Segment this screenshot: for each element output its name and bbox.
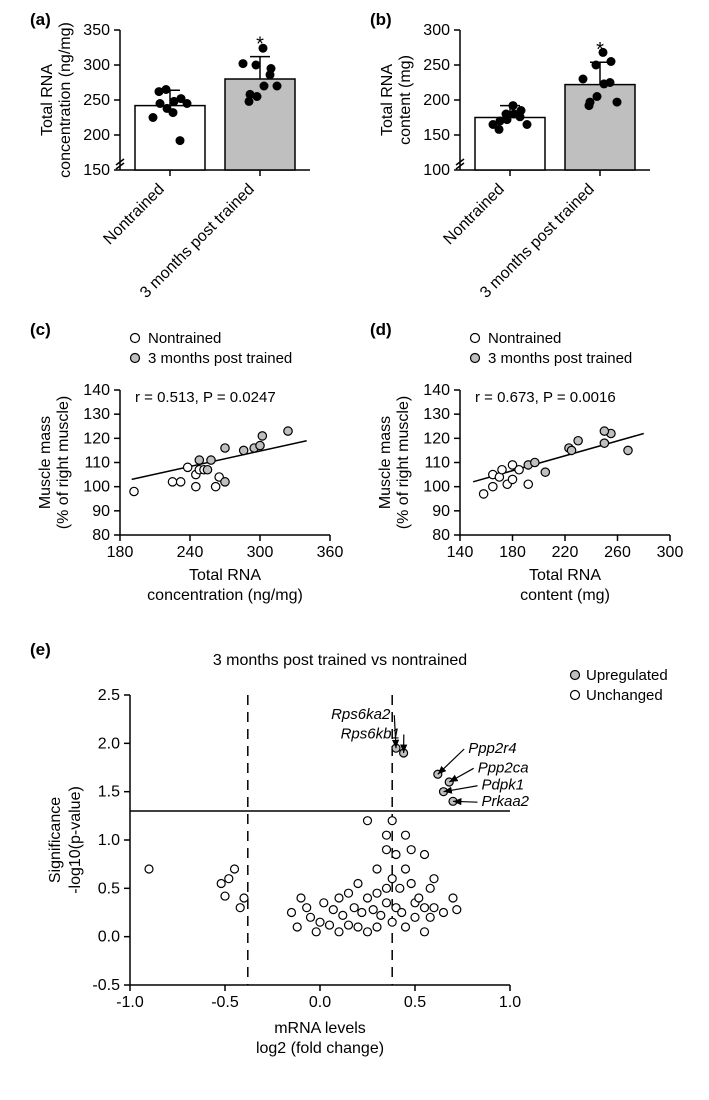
svg-text:300: 300 <box>247 544 274 561</box>
svg-text:100: 100 <box>423 479 450 496</box>
svg-text:1.0: 1.0 <box>98 832 120 849</box>
svg-text:140: 140 <box>447 544 474 561</box>
svg-text:200: 200 <box>423 92 450 109</box>
svg-text:300: 300 <box>83 57 110 74</box>
panel-c-label: (c) <box>30 320 51 340</box>
svg-text:150: 150 <box>423 127 450 144</box>
svg-text:220: 220 <box>552 544 579 561</box>
svg-text:140: 140 <box>423 382 450 399</box>
svg-text:Ppp2ca: Ppp2ca <box>478 759 529 776</box>
svg-text:140: 140 <box>83 382 110 399</box>
svg-text:120: 120 <box>83 430 110 447</box>
svg-text:350: 350 <box>83 22 110 39</box>
panel-e: (e) 3 months post trained vs nontrained U… <box>30 640 700 1085</box>
svg-text:Prkaa2: Prkaa2 <box>482 793 530 810</box>
svg-text:260: 260 <box>604 544 631 561</box>
svg-text:90: 90 <box>92 503 110 520</box>
svg-text:2.0: 2.0 <box>98 735 120 752</box>
panel-e-svg: 3 months post trained vs nontrained Upreg… <box>30 640 700 1080</box>
svg-text:300: 300 <box>423 22 450 39</box>
svg-text:0.5: 0.5 <box>404 994 426 1011</box>
panel-b: (b) 100 150 200 250 300 Total RNAcontent (mg)… <box>370 10 690 315</box>
svg-text:Upregulated: Upregulated <box>586 667 668 684</box>
svg-text:360: 360 <box>317 544 344 561</box>
svg-text:110: 110 <box>84 455 110 472</box>
svg-text:90: 90 <box>432 503 450 520</box>
svg-text:240: 240 <box>177 544 204 561</box>
svg-text:100: 100 <box>83 479 110 496</box>
svg-text:r = 0.513, P = 0.0247: r = 0.513, P = 0.0247 <box>135 389 276 406</box>
svg-text:80: 80 <box>432 527 450 544</box>
svg-text:mRNA levels: mRNA levels <box>274 1020 366 1037</box>
svg-text:3 months post trained: 3 months post trained <box>148 350 292 367</box>
svg-text:200: 200 <box>83 127 110 144</box>
svg-text:1.5: 1.5 <box>98 784 120 801</box>
svg-text:Total RNA: Total RNA <box>189 567 261 584</box>
svg-text:Rps6kb1: Rps6kb1 <box>341 726 400 743</box>
svg-text:-log10(p-value): -log10(p-value) <box>67 786 84 894</box>
svg-text:Unchanged: Unchanged <box>586 687 663 704</box>
svg-text:130: 130 <box>83 406 110 423</box>
svg-text:110: 110 <box>424 455 450 472</box>
svg-text:r = 0.673, P = 0.0016: r = 0.673, P = 0.0016 <box>475 389 616 406</box>
panel-d-svg: Nontrained 3 months post trained 80 90 100 11… <box>370 320 690 620</box>
panel-a: (a) 150 200 250 300 350 Total RNAconcentratio… <box>30 10 350 315</box>
svg-text:Pdpk1: Pdpk1 <box>482 777 525 794</box>
svg-text:concentration (ng/mg): concentration (ng/mg) <box>147 587 303 604</box>
svg-text:250: 250 <box>83 92 110 109</box>
panel-d-label: (d) <box>370 320 392 340</box>
svg-text:Muscle mass: Muscle mass <box>377 416 394 509</box>
svg-text:-0.5: -0.5 <box>211 994 239 1011</box>
svg-text:180: 180 <box>107 544 134 561</box>
svg-text:Total RNA: Total RNA <box>379 64 396 136</box>
svg-text:250: 250 <box>423 57 450 74</box>
svg-text:Nontrained: Nontrained <box>440 181 507 248</box>
svg-text:Muscle mass: Muscle mass <box>37 416 54 509</box>
svg-text:-1.0: -1.0 <box>116 994 144 1011</box>
svg-text:(% of right muscle): (% of right muscle) <box>395 396 412 529</box>
svg-text:Nontrained: Nontrained <box>148 330 221 347</box>
svg-text:0.0: 0.0 <box>98 929 120 946</box>
svg-text:content (mg): content (mg) <box>397 55 414 145</box>
svg-text:Nontrained: Nontrained <box>488 330 561 347</box>
panel-c-svg: Nontrained 3 months post trained 80 90 100 11… <box>30 320 350 620</box>
svg-text:120: 120 <box>423 430 450 447</box>
svg-text:0.0: 0.0 <box>309 994 331 1011</box>
svg-text:130: 130 <box>423 406 450 423</box>
svg-text:Total RNA: Total RNA <box>529 567 601 584</box>
panel-b-label: (b) <box>370 10 392 30</box>
panel-c: (c) Nontrained 3 months post trained 80 90 1… <box>30 320 350 625</box>
svg-text:300: 300 <box>657 544 684 561</box>
svg-text:concentration (ng/mg): concentration (ng/mg) <box>57 22 74 178</box>
svg-text:0.5: 0.5 <box>98 880 120 897</box>
svg-text:Ppp2r4: Ppp2r4 <box>468 740 516 757</box>
svg-text:content (mg): content (mg) <box>520 587 610 604</box>
svg-text:log2 (fold change): log2 (fold change) <box>256 1040 384 1057</box>
svg-text:(% of right muscle): (% of right muscle) <box>55 396 72 529</box>
svg-text:Rps6ka2: Rps6ka2 <box>331 706 391 723</box>
svg-text:80: 80 <box>92 527 110 544</box>
svg-text:Significance: Significance <box>47 797 64 883</box>
panel-e-label: (e) <box>30 640 51 660</box>
svg-text:3 months post trained vs nontr: 3 months post trained vs nontrained <box>213 652 467 669</box>
panel-b-svg: 100 150 200 250 300 Total RNAcontent (mg) Nont… <box>370 10 690 310</box>
svg-text:180: 180 <box>499 544 526 561</box>
panel-d: (d) Nontrained 3 months post trained 80 90 1… <box>370 320 690 625</box>
svg-text:*: * <box>596 39 604 61</box>
svg-text:3 months post trained: 3 months post trained <box>488 350 632 367</box>
panel-a-svg: 150 200 250 300 350 Total RNAconcentration (n… <box>30 10 350 310</box>
panel-a-label: (a) <box>30 10 51 30</box>
svg-text:150: 150 <box>83 162 110 179</box>
svg-text:-0.5: -0.5 <box>92 977 120 994</box>
svg-text:Total RNA: Total RNA <box>39 64 56 136</box>
svg-text:1.0: 1.0 <box>499 994 521 1011</box>
svg-text:*: * <box>256 34 264 56</box>
svg-text:2.5: 2.5 <box>98 687 120 704</box>
svg-text:Nontrained: Nontrained <box>100 181 167 248</box>
svg-text:100: 100 <box>423 162 450 179</box>
